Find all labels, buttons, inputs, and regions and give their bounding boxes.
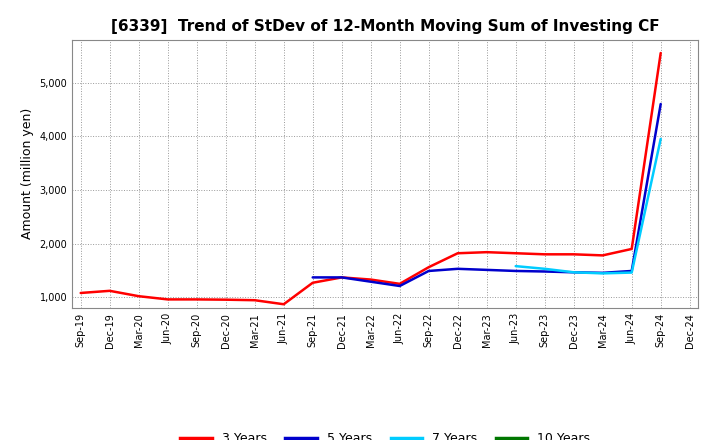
3 Years	[598, 253, 607, 258]
5 Years	[482, 267, 491, 272]
5 Years	[424, 268, 433, 274]
5 Years	[598, 270, 607, 275]
3 Years	[338, 275, 346, 280]
5 Years	[570, 270, 578, 275]
3 Years	[541, 252, 549, 257]
5 Years	[657, 101, 665, 106]
3 Years	[657, 50, 665, 55]
7 Years	[598, 271, 607, 276]
5 Years	[627, 268, 636, 274]
3 Years	[570, 252, 578, 257]
3 Years	[192, 297, 201, 302]
3 Years	[76, 290, 85, 296]
5 Years	[395, 283, 404, 289]
5 Years	[541, 269, 549, 274]
5 Years	[454, 266, 462, 271]
5 Years	[338, 275, 346, 280]
5 Years	[511, 268, 520, 274]
Y-axis label: Amount (million yen): Amount (million yen)	[21, 108, 34, 239]
7 Years	[657, 136, 665, 142]
3 Years	[627, 246, 636, 252]
7 Years	[627, 270, 636, 275]
3 Years	[251, 297, 259, 303]
Title: [6339]  Trend of StDev of 12-Month Moving Sum of Investing CF: [6339] Trend of StDev of 12-Month Moving…	[111, 19, 660, 34]
3 Years	[163, 297, 172, 302]
3 Years	[454, 251, 462, 256]
5 Years	[308, 275, 317, 280]
3 Years	[135, 293, 143, 299]
Legend: 3 Years, 5 Years, 7 Years, 10 Years: 3 Years, 5 Years, 7 Years, 10 Years	[176, 427, 595, 440]
Line: 3 Years: 3 Years	[81, 53, 661, 304]
3 Years	[395, 281, 404, 286]
Line: 7 Years: 7 Years	[516, 139, 661, 273]
3 Years	[308, 280, 317, 286]
7 Years	[541, 266, 549, 271]
7 Years	[570, 270, 578, 275]
3 Years	[482, 249, 491, 255]
Line: 5 Years: 5 Years	[312, 104, 661, 286]
3 Years	[279, 301, 288, 307]
3 Years	[511, 251, 520, 256]
5 Years	[366, 279, 375, 284]
3 Years	[366, 277, 375, 282]
3 Years	[105, 288, 114, 293]
7 Years	[511, 264, 520, 269]
3 Years	[424, 264, 433, 270]
3 Years	[221, 297, 230, 302]
